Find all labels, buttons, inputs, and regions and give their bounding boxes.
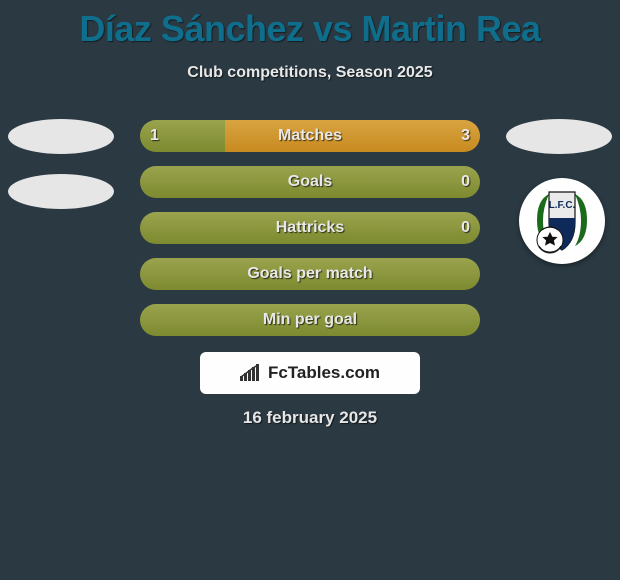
- stat-value-right: 0: [461, 219, 470, 237]
- stat-label: Matches: [140, 127, 480, 145]
- logo-text: FcTables.com: [268, 363, 380, 383]
- team-crest-right: L.F.C.: [519, 178, 605, 264]
- player-oval-left: [8, 174, 114, 209]
- stat-label: Goals: [140, 173, 480, 191]
- logo-bars-icon: [240, 364, 262, 382]
- stat-bar-track: Min per goal: [140, 304, 480, 336]
- stat-label: Hattricks: [140, 219, 480, 237]
- site-logo: FcTables.com: [200, 352, 420, 394]
- stat-value-left: 1: [150, 127, 159, 145]
- player-oval-left: [8, 119, 114, 154]
- stat-value-right: 3: [461, 127, 470, 145]
- stat-bar-track: Hattricks0: [140, 212, 480, 244]
- page-title: Díaz Sánchez vs Martin Rea: [0, 0, 620, 50]
- stat-row: Goals per match: [0, 256, 620, 302]
- player-oval-right: [506, 119, 612, 154]
- stat-value-right: 0: [461, 173, 470, 191]
- stat-bar-track: Goals per match: [140, 258, 480, 290]
- crest-svg: L.F.C.: [519, 178, 605, 264]
- footer-date: 16 february 2025: [0, 408, 620, 428]
- page-subtitle: Club competitions, Season 2025: [0, 64, 620, 82]
- stat-bar-track: Goals0: [140, 166, 480, 198]
- stat-label: Goals per match: [140, 265, 480, 283]
- stat-bar-track: Matches1 3: [140, 120, 480, 152]
- svg-text:L.F.C.: L.F.C.: [549, 200, 576, 211]
- stat-row: Min per goal: [0, 302, 620, 348]
- stat-label: Min per goal: [140, 311, 480, 329]
